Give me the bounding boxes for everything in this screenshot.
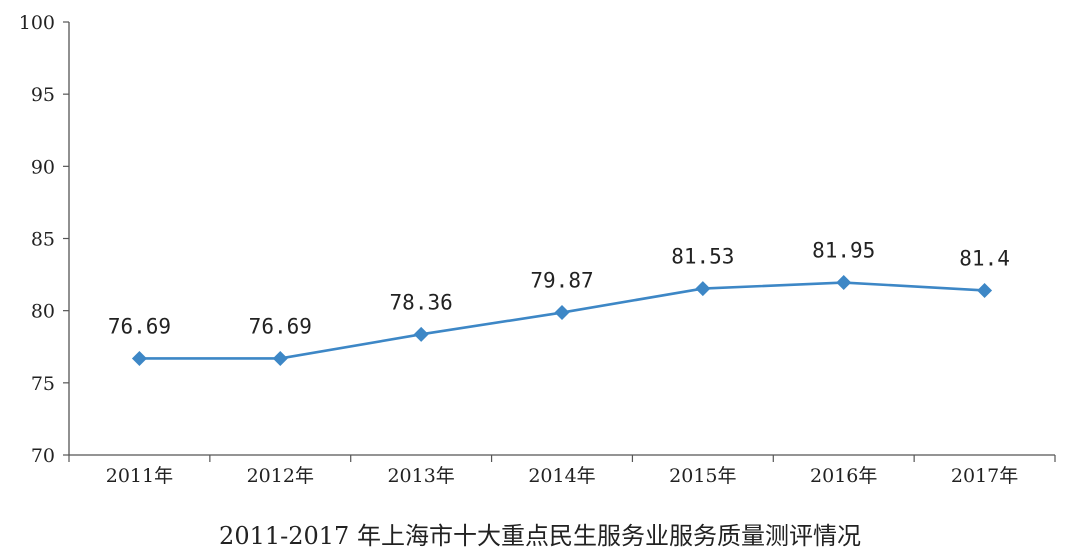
y-tick-label: 80 [31,301,55,323]
y-tick-label: 95 [31,84,55,106]
x-tick-label: 2015年 [669,465,736,487]
data-labels: 76.69 76.69 78.36 79.87 81.53 81.95 81.4 [108,239,1010,339]
x-tick-label: 2014年 [528,465,595,487]
data-point-marker [131,350,147,366]
x-axis-ticks: 2011年 2012年 2013年 2014年 2015年 2016年 2017年 [68,455,1056,487]
y-axis-ticks: 70 75 80 85 90 95 100 [19,12,69,467]
x-tick-label: 2016年 [810,465,877,487]
y-tick-label: 85 [31,229,55,251]
series-layer [131,275,993,366]
data-point-marker [413,326,429,342]
data-point-marker [272,350,288,366]
x-tick-label: 2017年 [951,465,1018,487]
data-label: 81.95 [812,239,875,263]
y-tick-label: 100 [19,12,55,34]
data-point-marker [836,275,852,291]
data-label: 81.53 [671,245,734,269]
data-point-marker [977,282,993,298]
data-label: 76.69 [249,314,312,338]
chart-title: 2011-2017 年上海市十大重点民生服务业服务质量测评情况 [219,522,861,550]
data-label: 76.69 [108,314,171,338]
x-tick-label: 2013年 [387,465,454,487]
line-chart: 70 75 80 85 90 95 100 2011年 2012年 2013年 2014年 2015… [19,12,1056,487]
data-point-marker [695,281,711,297]
y-tick-label: 75 [31,373,55,395]
data-label: 81.4 [959,246,1010,270]
data-point-marker [554,305,570,321]
y-tick-label: 90 [31,156,55,178]
chart-axes [68,22,1055,456]
y-tick-label: 70 [31,445,55,467]
x-tick-label: 2012年 [247,465,314,487]
x-tick-label: 2011年 [106,465,173,487]
data-label: 79.87 [530,269,593,293]
data-label: 78.36 [390,290,453,314]
